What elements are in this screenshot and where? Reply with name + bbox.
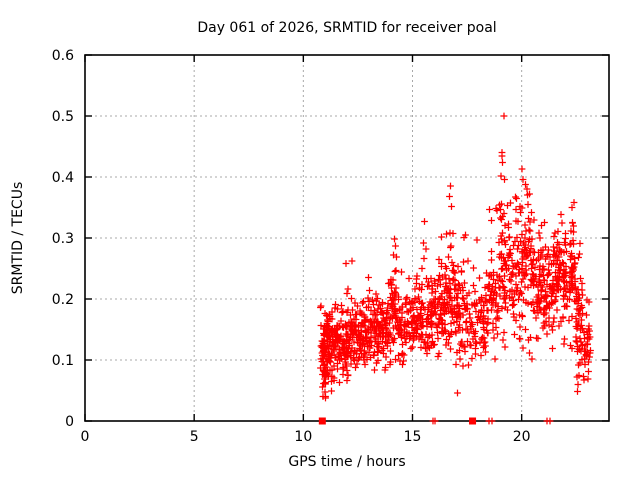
y-tick-labels: 0 0.1 0.2 0.3 0.4 0.5 0.6	[52, 48, 74, 430]
x-axis-label: GPS time / hours	[288, 454, 405, 470]
plot-border	[84, 54, 610, 422]
scatter-marker-path	[317, 112, 594, 425]
y-tick-label: 0.3	[52, 231, 74, 247]
zero-square-marker	[469, 417, 477, 425]
x-tick-label: 15	[404, 429, 422, 445]
y-tick-label: 0	[65, 414, 74, 430]
x-tick-label: 20	[513, 429, 531, 445]
scatter-points	[317, 112, 594, 425]
x-tick-label: 0	[81, 429, 90, 445]
x-tick-labels: 0 5 10 15 20	[81, 429, 531, 445]
chart-title: Day 061 of 2026, SRMTID for receiver poa…	[197, 20, 496, 36]
y-tick-label: 0.4	[52, 170, 74, 186]
x-tick-label: 10	[294, 429, 312, 445]
y-tick-label: 0.2	[52, 292, 74, 308]
zero-line-markers	[318, 417, 477, 425]
y-tick-label: 0.1	[52, 353, 74, 369]
y-axis-label: SRMTID / TECUs	[10, 182, 26, 295]
y-tick-label: 0.5	[52, 109, 74, 125]
y-tick-label: 0.6	[52, 48, 74, 64]
zero-square-marker	[318, 417, 326, 425]
x-tick-label: 5	[190, 429, 199, 445]
